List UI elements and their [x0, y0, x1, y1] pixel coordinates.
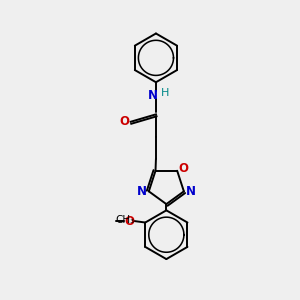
Text: N: N: [136, 185, 146, 198]
Text: H: H: [161, 88, 169, 98]
Text: O: O: [179, 162, 189, 175]
Text: N: N: [147, 88, 158, 101]
Text: O: O: [124, 214, 134, 227]
Text: O: O: [119, 115, 129, 128]
Text: N: N: [186, 185, 196, 198]
Text: CH₃: CH₃: [115, 215, 134, 225]
